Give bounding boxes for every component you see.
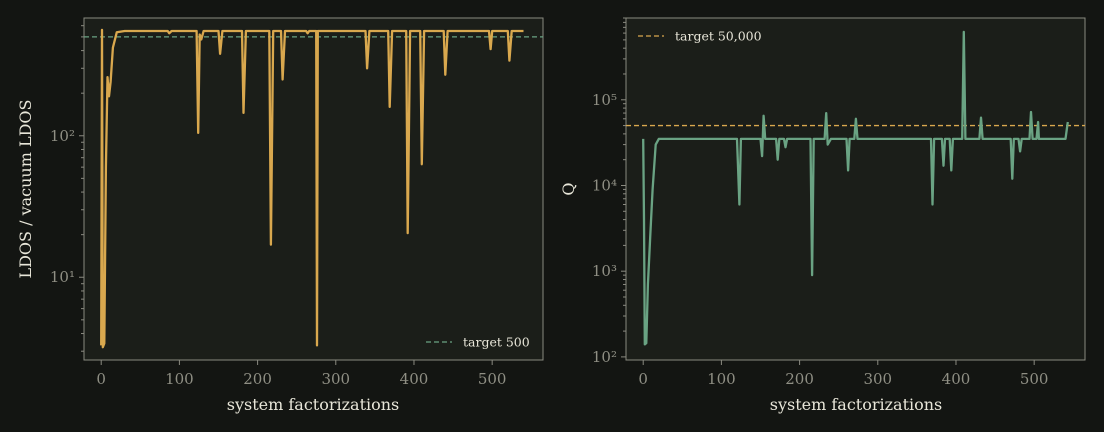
right-legend: target 50,000 <box>638 29 762 44</box>
right-x-tick-label: 300 <box>863 370 892 388</box>
right-y-tick-label: 10⁴ <box>592 176 617 194</box>
right-x-tick-label: 100 <box>707 370 736 388</box>
left-y-tick-label: 10¹ <box>50 268 75 286</box>
left-x-axis-label: system factorizations <box>227 395 400 414</box>
right-y-axis-label: Q <box>559 182 578 195</box>
left-legend: target 500 <box>426 335 530 350</box>
left-x-ticks: 0 100 200 300 400 500 <box>96 360 506 388</box>
left-plot-area <box>83 17 544 361</box>
right-chart: 0 100 200 300 400 500 10² 10³ 10⁴ 10⁵ system fac… <box>559 17 1086 414</box>
left-y-ticks: 10¹ 10² <box>50 25 84 352</box>
left-x-tick-label: 0 <box>96 370 106 388</box>
left-x-tick-label: 200 <box>243 370 272 388</box>
left-legend-label: target 500 <box>463 335 530 350</box>
left-chart: 0 100 200 300 400 500 10¹ 10² system factoriza… <box>16 17 544 414</box>
right-x-tick-label: 500 <box>1020 370 1049 388</box>
left-x-tick-label: 300 <box>321 370 350 388</box>
left-ldos-series-line <box>100 28 524 349</box>
left-x-tick-label: 100 <box>165 370 194 388</box>
right-x-tick-label: 200 <box>785 370 814 388</box>
right-legend-label: target 50,000 <box>675 29 762 44</box>
right-y-tick-label: 10⁵ <box>592 91 617 109</box>
right-q-series-line <box>642 30 1069 346</box>
left-y-axis-label: LDOS / vacuum LDOS <box>16 99 35 278</box>
right-x-ticks: 0 100 200 300 400 500 <box>638 360 1048 388</box>
right-x-axis-label: system factorizations <box>770 395 943 414</box>
left-x-tick-label: 400 <box>400 370 429 388</box>
right-y-tick-label: 10³ <box>592 262 617 280</box>
right-x-tick-label: 400 <box>942 370 971 388</box>
right-plot-area <box>625 17 1086 361</box>
right-y-ticks: 10² 10³ 10⁴ 10⁵ <box>592 17 626 366</box>
right-x-tick-label: 0 <box>638 370 648 388</box>
left-x-tick-label: 500 <box>478 370 507 388</box>
left-y-tick-label: 10² <box>50 127 75 145</box>
right-y-tick-label: 10² <box>592 348 617 366</box>
